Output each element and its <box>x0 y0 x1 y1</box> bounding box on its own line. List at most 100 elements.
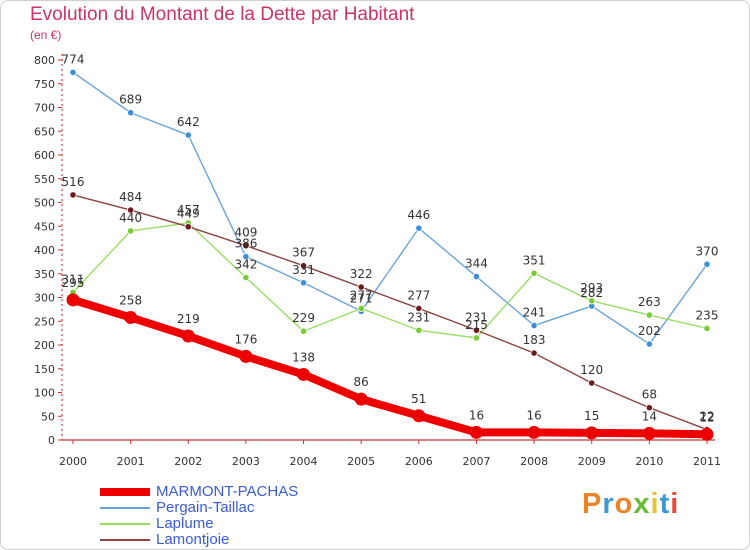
data-label: 351 <box>523 253 546 267</box>
data-point <box>472 272 481 281</box>
y-tick-label: 500 <box>34 197 55 210</box>
data-point <box>412 409 426 423</box>
chart-subtitle: (en €) <box>30 28 62 42</box>
data-label: 15 <box>584 409 599 423</box>
x-tick-label: 2006 <box>405 455 433 468</box>
data-point <box>415 326 423 334</box>
y-tick-label: 0 <box>48 434 55 447</box>
data-point <box>530 349 538 357</box>
data-label: 176 <box>234 332 257 346</box>
data-label: 440 <box>119 211 142 225</box>
logo-letter: x <box>633 488 651 520</box>
legend-label: Pergain-Taillac <box>156 499 255 516</box>
logo-letter: t <box>659 488 671 520</box>
data-point <box>585 426 599 440</box>
data-label: 231 <box>407 310 430 324</box>
legend-swatch <box>100 523 150 525</box>
data-label: 689 <box>119 93 142 107</box>
data-label: 16 <box>526 408 541 422</box>
x-tick-label: 2007 <box>462 455 490 468</box>
data-label: 331 <box>292 263 315 277</box>
data-label: 219 <box>177 312 200 326</box>
data-point <box>242 253 250 261</box>
data-point <box>181 329 195 343</box>
data-point <box>703 324 711 332</box>
y-tick-label: 150 <box>34 363 55 376</box>
data-label: 295 <box>62 276 85 290</box>
data-point <box>299 262 308 270</box>
data-point <box>645 404 653 412</box>
legend: MARMONT-PACHAS Pergain-Taillac Laplume Lamo… <box>100 483 420 548</box>
data-point <box>357 304 365 313</box>
data-label: 449 <box>177 207 200 221</box>
data-point <box>700 427 714 441</box>
data-point <box>642 426 656 440</box>
series-line <box>72 71 708 345</box>
x-tick-label: 2005 <box>347 455 375 468</box>
data-label: 229 <box>292 311 315 325</box>
data-label: 215 <box>465 318 488 332</box>
y-tick-label: 750 <box>34 78 55 91</box>
legend-swatch <box>100 488 150 496</box>
data-label: 120 <box>580 363 603 377</box>
chart-title: Evolution du Montant de la Dette par Hab… <box>30 4 415 25</box>
data-label: 51 <box>411 392 426 406</box>
data-point <box>127 206 135 214</box>
legend-swatch <box>100 539 150 541</box>
x-tick-label: 2008 <box>520 455 548 468</box>
x-tick-label: 2001 <box>117 455 145 468</box>
data-label: 409 <box>234 226 257 240</box>
data-label: 271 <box>350 291 373 305</box>
data-point <box>297 367 311 381</box>
data-point <box>299 327 308 335</box>
data-label: 86 <box>354 375 369 389</box>
data-point <box>527 425 541 439</box>
data-label: 516 <box>62 175 85 189</box>
data-label: 68 <box>642 388 657 402</box>
data-label: 322 <box>350 267 373 281</box>
data-point <box>184 131 192 139</box>
x-tick-label: 2009 <box>578 455 606 468</box>
data-point <box>354 392 368 406</box>
data-point <box>184 223 192 231</box>
data-label: 311 <box>62 272 85 286</box>
data-label: 277 <box>407 288 430 302</box>
y-tick-label: 200 <box>34 339 55 352</box>
legend-label: MARMONT-PACHAS <box>156 483 299 500</box>
logo-letter: r <box>602 488 615 520</box>
data-point <box>127 227 135 235</box>
data-label: 386 <box>234 237 257 251</box>
series-line <box>72 194 708 431</box>
data-point <box>588 297 596 305</box>
data-point <box>242 242 250 250</box>
data-point <box>415 224 423 232</box>
data-label: 342 <box>234 258 257 272</box>
data-label: 241 <box>523 306 546 320</box>
legend-item: Lamontjoie <box>100 531 420 548</box>
data-point <box>242 273 250 282</box>
data-label: 12 <box>699 410 714 424</box>
x-tick-label: 2010 <box>635 455 663 468</box>
data-point <box>69 68 77 76</box>
legend-item: MARMONT-PACHAS <box>100 483 420 500</box>
y-tick-label: 450 <box>34 220 55 233</box>
y-tick-label: 300 <box>34 292 55 305</box>
data-label: 14 <box>642 409 657 423</box>
data-label: 367 <box>292 246 315 260</box>
data-point <box>415 304 423 313</box>
data-label: 370 <box>696 244 719 258</box>
data-label: 235 <box>696 308 719 322</box>
data-label: 22 <box>699 410 714 424</box>
data-point <box>239 349 253 363</box>
data-label: 344 <box>465 257 488 271</box>
data-point <box>469 425 483 439</box>
data-point <box>299 279 308 287</box>
data-label: 138 <box>292 350 315 364</box>
data-point <box>645 340 653 348</box>
y-tick-label: 350 <box>34 268 55 281</box>
data-point <box>530 321 538 330</box>
legend-item: Laplume <box>100 515 420 532</box>
y-tick-label: 100 <box>34 387 55 400</box>
data-label: 231 <box>465 310 488 324</box>
